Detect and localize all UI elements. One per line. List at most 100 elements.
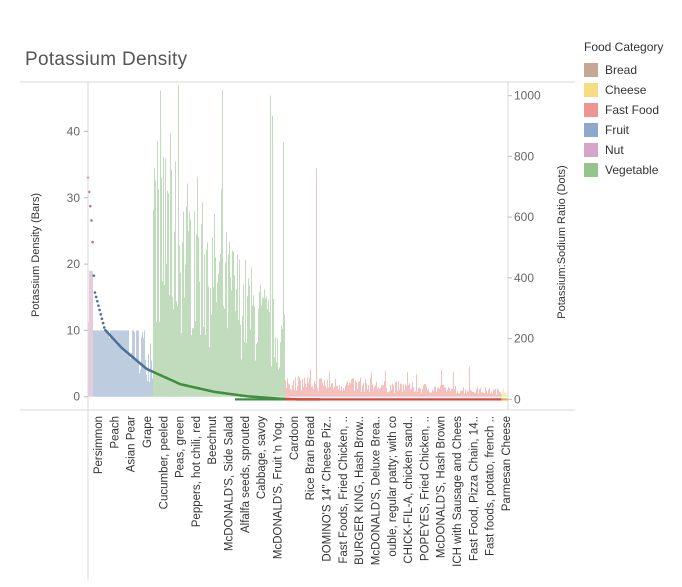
bar <box>182 242 183 397</box>
x-tick-label: McDONALD'S, Fruit 'n Yog.. <box>273 416 285 559</box>
dot <box>100 317 104 321</box>
bar <box>463 387 464 397</box>
bar <box>382 385 383 397</box>
legend-swatch-bread <box>584 63 598 77</box>
legend-label-vegetable: Vegetable <box>605 163 659 177</box>
bar <box>341 386 342 397</box>
bar <box>137 330 138 397</box>
bar <box>270 95 271 397</box>
bar <box>102 330 103 397</box>
bar <box>402 391 403 397</box>
bar <box>478 393 479 397</box>
bar <box>271 366 272 397</box>
bar <box>502 392 503 397</box>
bar <box>114 330 115 397</box>
bar <box>381 384 382 397</box>
bar <box>178 85 179 397</box>
legend-item-fruit[interactable]: Fruit <box>584 120 663 140</box>
bar <box>415 391 416 397</box>
bar <box>329 371 330 397</box>
bar <box>121 330 122 397</box>
dot <box>97 304 100 307</box>
x-tick-label: Peppers, hot chili, red <box>191 416 203 527</box>
bar <box>109 337 110 397</box>
bar <box>300 380 301 397</box>
bar <box>281 325 282 397</box>
bar <box>267 309 268 397</box>
bar <box>409 383 410 397</box>
bar <box>410 389 411 397</box>
bar <box>465 389 466 397</box>
bar <box>368 384 369 397</box>
bar <box>325 385 326 397</box>
bar <box>232 250 233 397</box>
bar <box>492 393 493 397</box>
x-tick-label: Cardoon <box>289 416 301 460</box>
legend: Food Category Bread Cheese Fast Food Fru… <box>584 40 663 180</box>
legend-item-vegetable[interactable]: Vegetable <box>584 160 663 180</box>
legend-item-bread[interactable]: Bread <box>584 60 663 80</box>
bar <box>201 223 202 397</box>
legend-item-cheese[interactable]: Cheese <box>584 80 663 100</box>
bar <box>308 383 309 397</box>
bar <box>439 388 440 397</box>
bar <box>245 259 246 397</box>
bar <box>320 378 321 397</box>
bar <box>388 392 389 397</box>
legend-swatch-cheese <box>584 83 598 97</box>
bar <box>164 285 165 397</box>
bar <box>146 374 147 397</box>
bar <box>189 211 190 397</box>
bar <box>106 330 107 397</box>
x-tick-label: Rice Bran Bread <box>305 416 317 500</box>
bar <box>91 270 92 397</box>
bar <box>333 388 334 397</box>
bar <box>445 387 446 397</box>
bar <box>486 390 487 397</box>
legend-item-fast-food[interactable]: Fast Food <box>584 100 663 120</box>
bar <box>383 384 384 397</box>
bar <box>123 330 124 397</box>
bar <box>242 316 243 397</box>
bar <box>118 330 119 397</box>
bar <box>220 253 221 397</box>
bar <box>237 254 238 397</box>
y-tick-label: 0 <box>73 390 80 404</box>
bar <box>460 390 461 397</box>
bar <box>425 384 426 397</box>
legend-item-nut[interactable]: Nut <box>584 140 663 160</box>
bar <box>256 343 257 397</box>
dot <box>87 190 91 194</box>
bar <box>151 360 152 397</box>
bar <box>166 263 167 397</box>
bar <box>501 394 502 397</box>
bar <box>472 391 473 397</box>
bar <box>456 393 457 397</box>
bar <box>440 385 441 397</box>
x-tick-label: BURGER KING, Hash Brow.. <box>354 416 366 565</box>
bar <box>442 384 443 397</box>
bar <box>244 342 245 397</box>
bar <box>214 213 215 397</box>
bar <box>252 305 253 397</box>
bar <box>279 367 280 397</box>
bar <box>469 366 470 397</box>
bar <box>447 389 448 397</box>
dot <box>94 295 98 299</box>
chart-title: Potassium Density <box>25 49 188 70</box>
bar <box>387 392 388 397</box>
x-tick-label: McDONALD'S, Side Salad <box>224 416 236 551</box>
bar <box>378 387 379 397</box>
bar <box>337 385 338 397</box>
bar <box>360 377 361 397</box>
dot <box>98 308 101 312</box>
bar <box>497 388 498 397</box>
bar <box>392 383 393 397</box>
bar <box>89 270 90 397</box>
bar <box>167 190 168 397</box>
bar <box>374 386 375 397</box>
bar <box>219 261 220 397</box>
y2-axis-title: Potassium:Sodium Ratio (Dots) <box>556 165 568 318</box>
bar <box>284 314 285 397</box>
bar <box>218 273 219 397</box>
